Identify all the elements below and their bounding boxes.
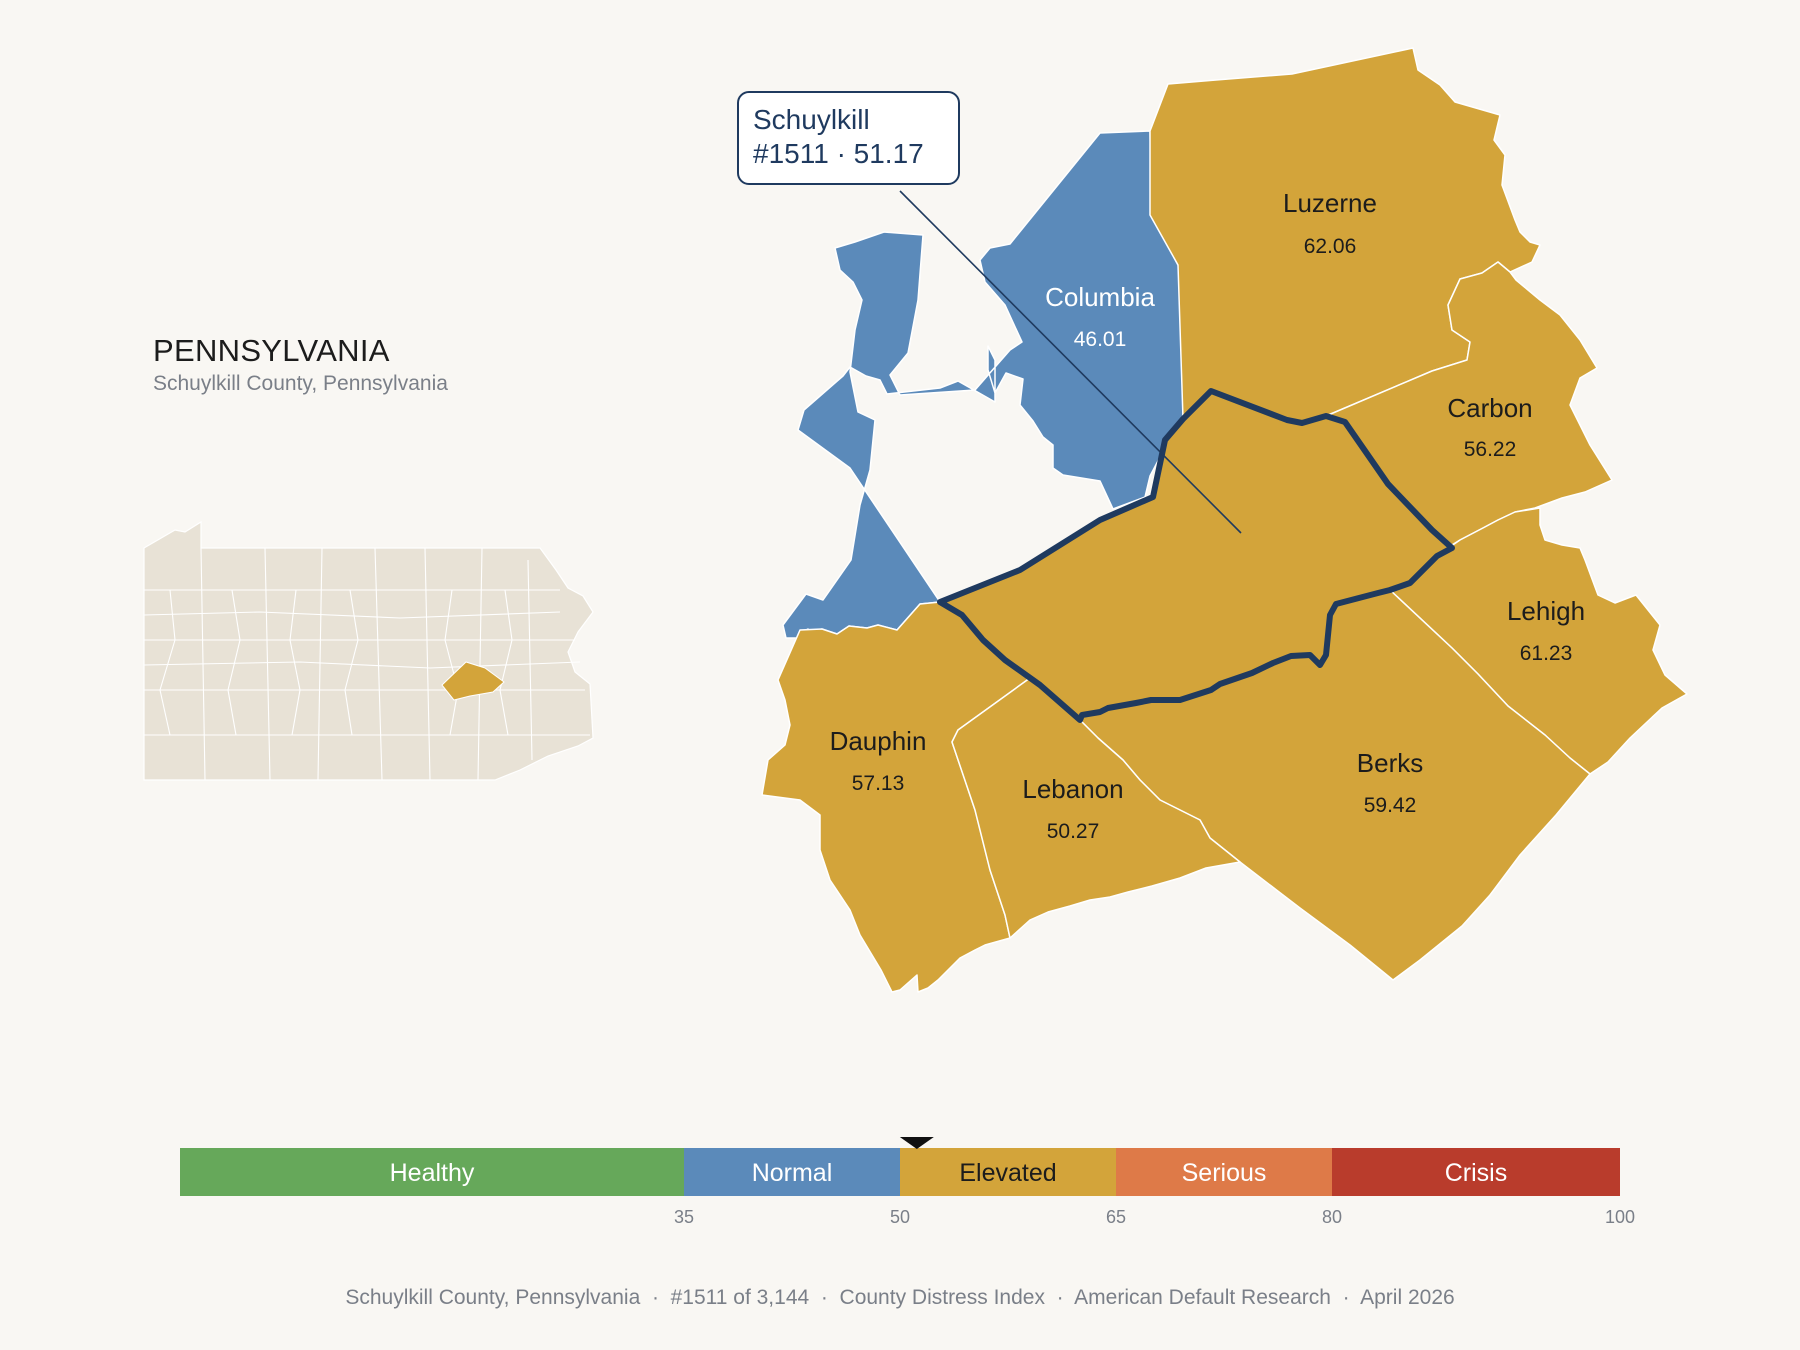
county-callout: Schuylkill #1511 · 51.17: [737, 91, 960, 185]
footer-separator: ·: [820, 1286, 828, 1309]
county-label-carbon: Carbon: [1447, 393, 1532, 423]
legend-label-elevated: Elevated: [959, 1159, 1056, 1187]
county-label-berks: Berks: [1357, 748, 1423, 778]
schuylkill-outline: [937, 388, 1455, 723]
legend-bar: Healthy Normal Elevated Serious Crisis 35 50 65…: [180, 1137, 1635, 1227]
legend-label-normal: Normal: [752, 1159, 833, 1187]
state-subtitle: Schuylkill County, Pennsylvania: [153, 372, 448, 395]
region-map: [761, 47, 1688, 993]
legend-label-crisis: Crisis: [1445, 1159, 1508, 1187]
county-value-luzerne: 62.06: [1304, 235, 1357, 258]
footer-date: April 2026: [1360, 1286, 1455, 1309]
county-label-luzerne: Luzerne: [1283, 188, 1377, 218]
legend-label-serious: Serious: [1182, 1159, 1267, 1187]
footer-county: Schuylkill County, Pennsylvania: [345, 1286, 641, 1309]
callout-leader-line: [899, 190, 1242, 534]
county-value-lehigh: 61.23: [1520, 642, 1573, 665]
legend-band-crisis: [1332, 1148, 1620, 1196]
callout-rank-value: #1511 · 51.17: [753, 138, 924, 169]
county-label-lebanon: Lebanon: [1022, 774, 1123, 804]
county-value-lebanon: 50.27: [1047, 820, 1100, 843]
inset-state-shape: [143, 520, 594, 781]
legend-label-healthy: Healthy: [390, 1159, 475, 1187]
county-label-dauphin: Dauphin: [830, 726, 927, 756]
legend-band-serious: [1116, 1148, 1332, 1196]
legend-band-normal: [684, 1148, 900, 1196]
callout-county-name: Schuylkill: [753, 104, 870, 135]
county-labels: Luzerne 62.06 Columbia 46.01 Carbon 56.2…: [830, 188, 1585, 843]
state-title: PENNSYLVANIA: [153, 333, 390, 368]
county-value-carbon: 56.22: [1464, 438, 1517, 461]
footer-separator: ·: [1342, 1286, 1350, 1309]
footer-index: County Distress Index: [839, 1286, 1045, 1309]
legend-tick-65: 65: [1106, 1207, 1126, 1227]
county-value-dauphin: 57.13: [852, 772, 905, 795]
footer-separator: ·: [651, 1286, 659, 1309]
footer-separator: ·: [1056, 1286, 1064, 1309]
inset-highlight-county: [441, 661, 505, 701]
legend-band-healthy: [180, 1148, 684, 1196]
inset-county-lines: [143, 547, 590, 781]
county-value-berks: 59.42: [1364, 794, 1417, 817]
inset-state-map: [143, 520, 594, 781]
county-label-lehigh: Lehigh: [1507, 596, 1585, 626]
legend-tick-35: 35: [674, 1207, 694, 1227]
legend-tick-50: 50: [890, 1207, 910, 1227]
legend-tick-100: 100: [1605, 1207, 1635, 1227]
footer-source: American Default Research: [1074, 1286, 1331, 1309]
county-shape-lebanon: [951, 677, 1241, 939]
legend-band-elevated: [900, 1148, 1116, 1196]
county-label-columbia: Columbia: [1045, 282, 1155, 312]
footer-caption: Schuylkill County, Pennsylvania · #1511 …: [0, 1286, 1800, 1310]
county-value-columbia: 46.01: [1074, 328, 1127, 351]
legend-marker: [899, 1137, 934, 1149]
footer-rank: #1511 of 3,144: [670, 1286, 810, 1309]
legend-tick-80: 80: [1322, 1207, 1342, 1227]
